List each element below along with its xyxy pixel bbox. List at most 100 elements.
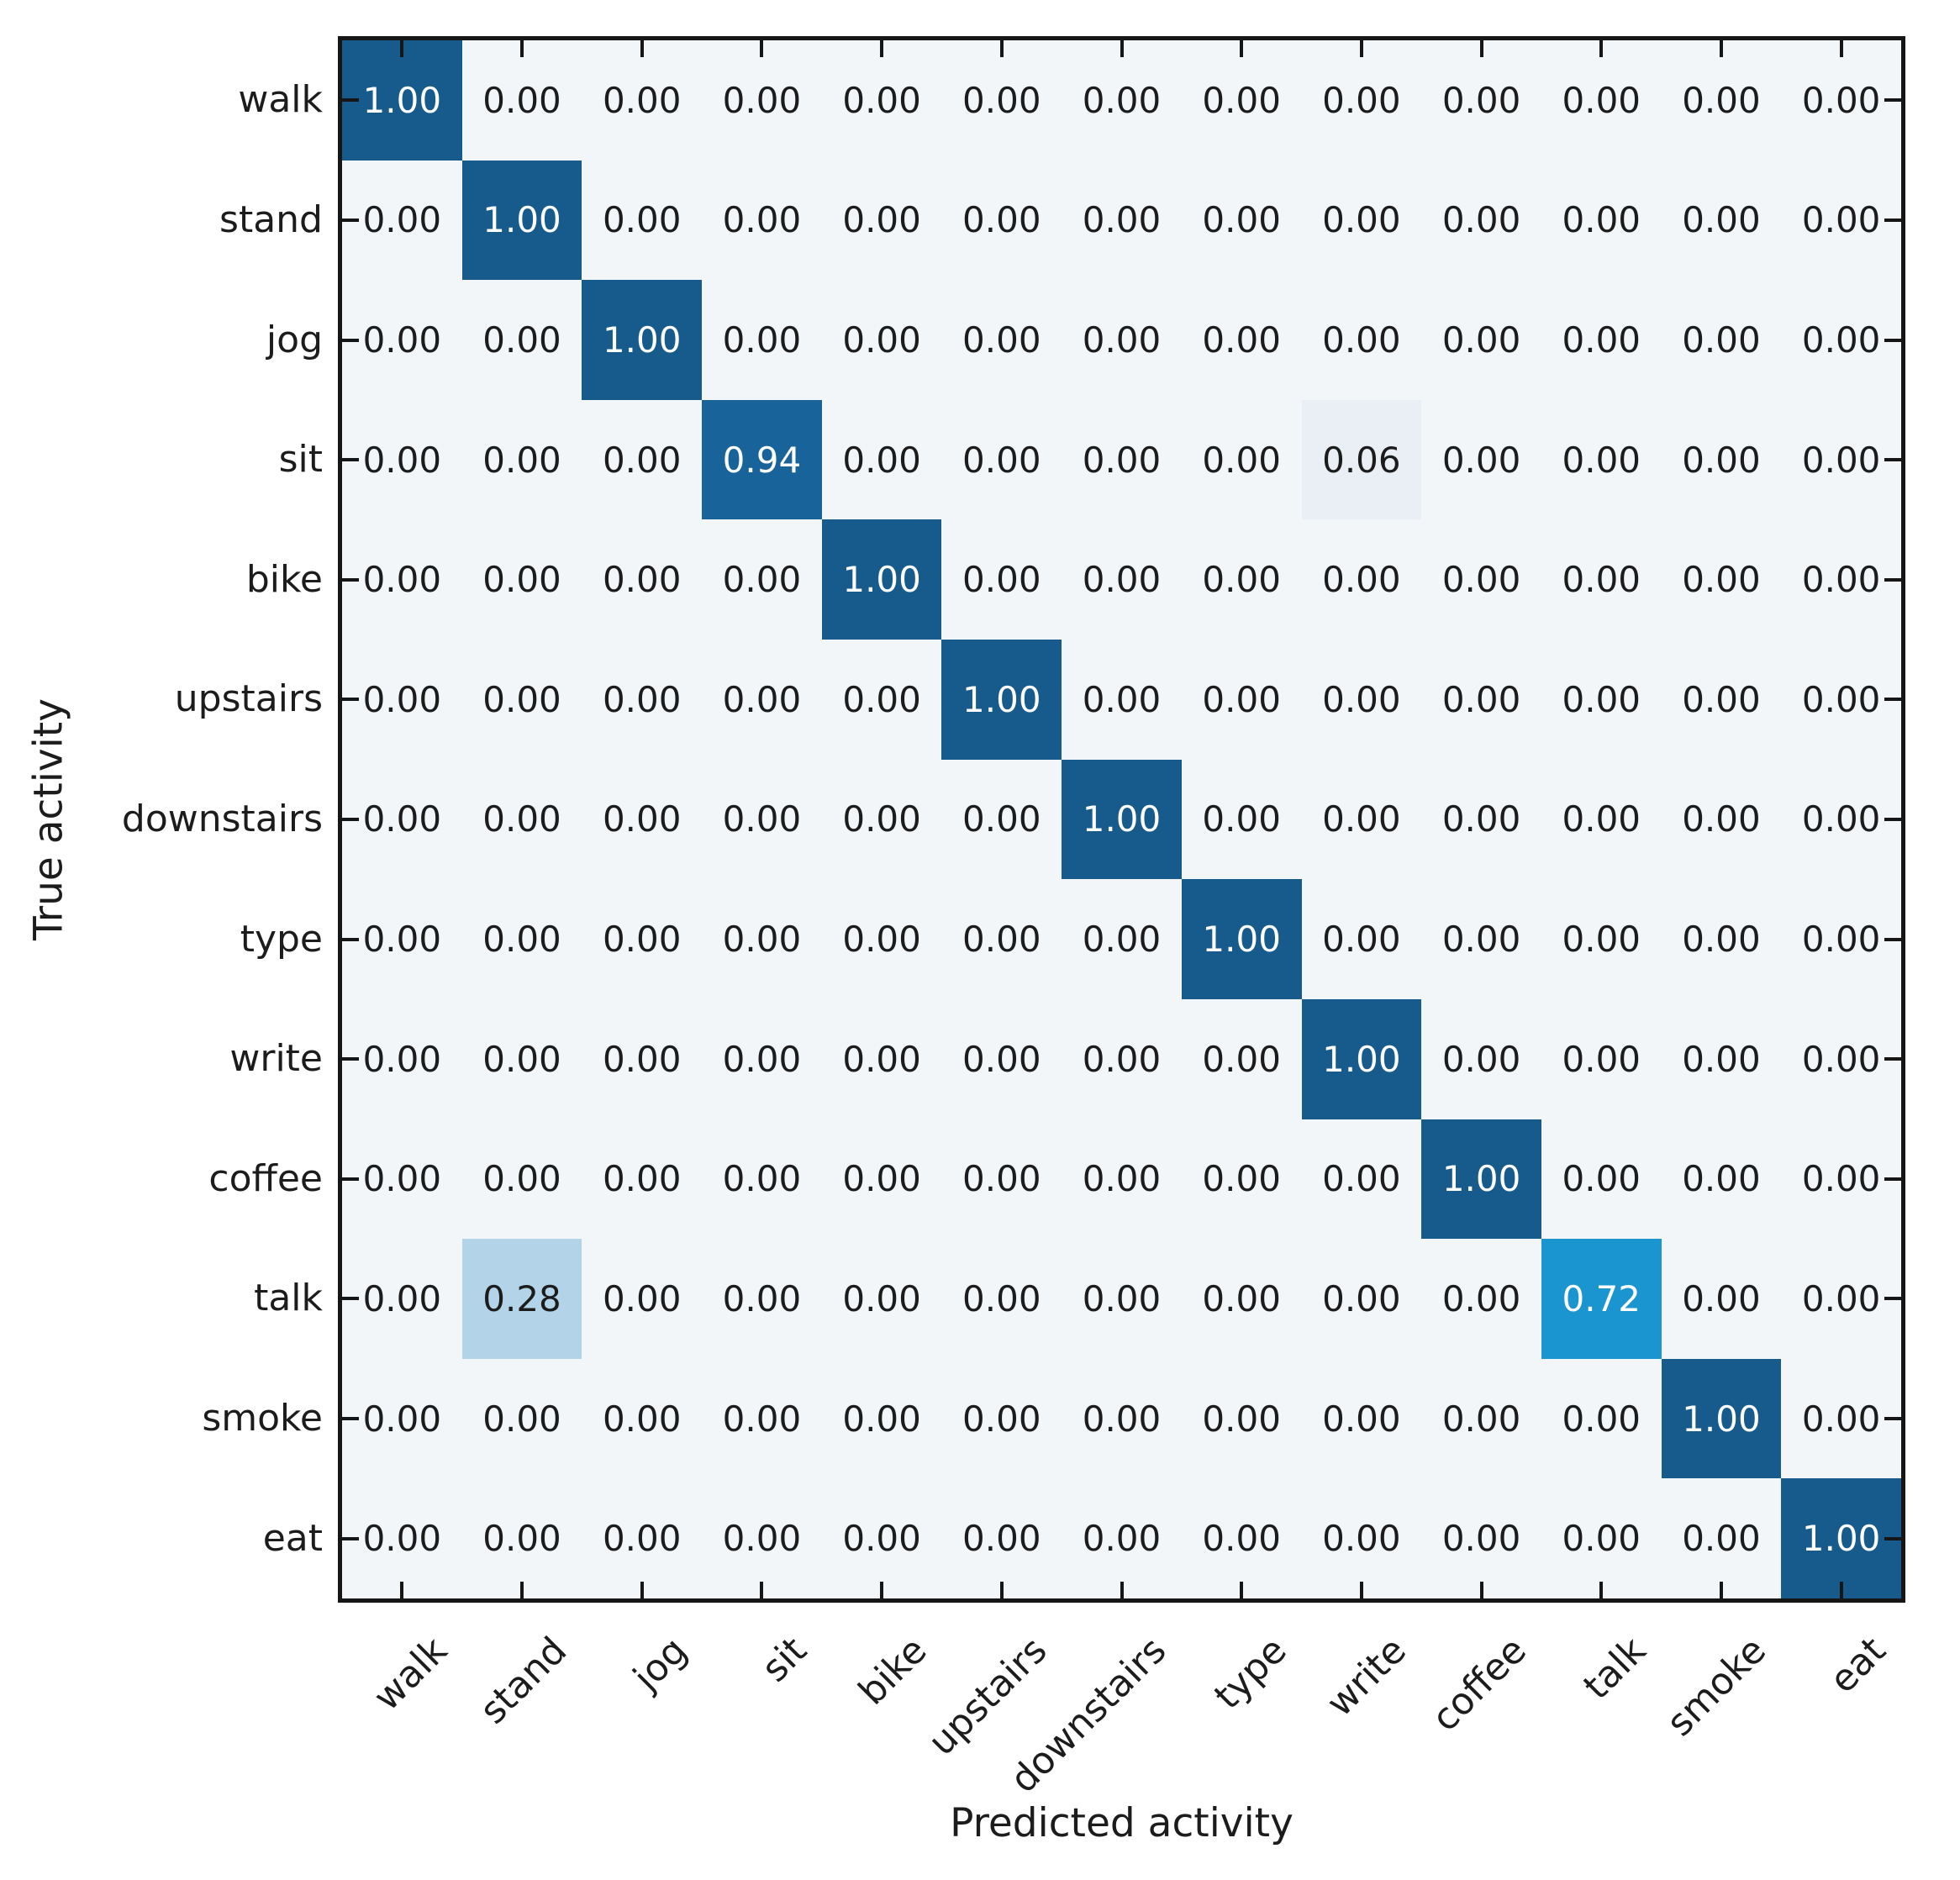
matrix-cell: 0.00	[702, 519, 822, 640]
matrix-cell: 0.00	[461, 640, 582, 760]
matrix-cell: 0.00	[1661, 1478, 1782, 1598]
matrix-cell: 0.00	[1661, 280, 1782, 400]
matrix-cell: 0.00	[1781, 1239, 1901, 1359]
matrix-cell: 0.00	[1062, 998, 1182, 1119]
x-tick-label-jog: jog	[624, 1629, 696, 1699]
y-tick-label-sit: sit	[278, 438, 323, 482]
tick-mark	[1120, 1582, 1124, 1598]
matrix-cell: 1.00	[582, 280, 703, 400]
matrix-cell: 0.00	[941, 399, 1062, 520]
matrix-cell: 0.00	[1421, 759, 1541, 880]
matrix-grid: 1.00 0.00 0.00 0.00 0.00 0.00 0.00 0.00 0.00 0.00…	[342, 40, 1901, 1598]
matrix-cell: 0.00	[1421, 1358, 1541, 1479]
x-tick-label-bike: bike	[850, 1629, 935, 1714]
tick-mark	[1884, 1297, 1901, 1301]
matrix-cell: 0.00	[582, 1119, 703, 1240]
y-tick-label-jog: jog	[266, 318, 323, 361]
matrix-cell: 0.00	[1181, 40, 1302, 161]
matrix-cell: 0.00	[582, 1478, 703, 1598]
matrix-cell: 1.00	[461, 160, 582, 281]
matrix-cell: 0.00	[702, 1119, 822, 1240]
tick-mark	[342, 338, 359, 342]
matrix-cell: 0.00	[821, 1358, 942, 1479]
tick-mark	[1884, 1417, 1901, 1421]
matrix-cell: 0.00	[1062, 1119, 1182, 1240]
matrix-cell: 0.00	[1781, 879, 1901, 999]
matrix-cell: 0.00	[821, 40, 942, 161]
tick-mark	[880, 1582, 884, 1598]
tick-mark	[342, 1177, 359, 1181]
tick-mark	[1599, 1582, 1604, 1598]
matrix-cell: 0.00	[1062, 1478, 1182, 1598]
tick-mark	[999, 1582, 1004, 1598]
matrix-cell: 0.00	[1541, 1478, 1662, 1598]
matrix-cell: 0.00	[342, 399, 462, 520]
matrix-cell: 0.00	[461, 519, 582, 640]
matrix-cell: 0.00	[1781, 640, 1901, 760]
tick-mark	[1884, 1536, 1901, 1540]
matrix-cell: 0.00	[1301, 40, 1422, 161]
tick-mark	[1884, 577, 1901, 582]
y-tick-label-eat: eat	[262, 1516, 323, 1560]
matrix-cell: 0.00	[821, 399, 942, 520]
y-tick-label-walk: walk	[238, 78, 323, 122]
x-tick-label-eat: eat	[1821, 1629, 1895, 1702]
matrix-cell: 0.00	[702, 1239, 822, 1359]
tick-mark	[1479, 1582, 1483, 1598]
tick-mark	[1884, 937, 1901, 941]
matrix-cell: 0.00	[821, 1478, 942, 1598]
matrix-cell: 0.00	[1421, 879, 1541, 999]
matrix-cell: 0.00	[342, 519, 462, 640]
matrix-cell: 0.00	[702, 1358, 822, 1479]
matrix-cell: 0.00	[1421, 640, 1541, 760]
matrix-cell: 0.00	[821, 160, 942, 281]
matrix-cell: 0.00	[1301, 1239, 1422, 1359]
matrix-cell: 0.00	[342, 1478, 462, 1598]
matrix-cell: 0.00	[1301, 1358, 1422, 1479]
matrix-cell: 0.00	[582, 640, 703, 760]
matrix-cell: 0.00	[941, 1358, 1062, 1479]
matrix-cell: 0.00	[461, 280, 582, 400]
matrix-cell: 0.00	[1062, 1358, 1182, 1479]
y-tick-label-coffee: coffee	[208, 1156, 323, 1200]
matrix-cell: 0.00	[1181, 998, 1302, 1119]
tick-mark	[1120, 40, 1124, 57]
matrix-cell: 0.00	[1661, 759, 1782, 880]
matrix-cell: 0.00	[1661, 1119, 1782, 1240]
matrix-cell: 0.00	[702, 280, 822, 400]
matrix-cell: 0.00	[582, 879, 703, 999]
matrix-cell: 0.00	[1062, 1239, 1182, 1359]
matrix-cell: 0.00	[1181, 399, 1302, 520]
matrix-cell: 0.94	[702, 399, 822, 520]
matrix-cell: 0.06	[1301, 399, 1422, 520]
matrix-cell: 0.00	[1541, 998, 1662, 1119]
matrix-cell: 0.00	[941, 280, 1062, 400]
tick-mark	[1884, 1177, 1901, 1181]
tick-mark	[1359, 40, 1363, 57]
matrix-cell: 0.00	[1062, 160, 1182, 281]
matrix-cell: 0.00	[342, 1119, 462, 1240]
matrix-cell: 0.00	[461, 399, 582, 520]
matrix-cell: 0.00	[941, 998, 1062, 1119]
matrix-cell: 0.00	[1781, 1119, 1901, 1240]
tick-mark	[1839, 1582, 1843, 1598]
matrix-cell: 0.00	[582, 1358, 703, 1479]
matrix-cell: 0.00	[582, 519, 703, 640]
matrix-cell: 0.00	[821, 280, 942, 400]
matrix-cell: 0.00	[1181, 1119, 1302, 1240]
tick-mark	[520, 1582, 524, 1598]
matrix-cell: 0.00	[1541, 280, 1662, 400]
matrix-cell: 0.00	[1781, 1358, 1901, 1479]
y-tick-label-stand: stand	[219, 197, 323, 241]
matrix-cell: 0.00	[1421, 40, 1541, 161]
matrix-cell: 0.00	[821, 998, 942, 1119]
matrix-cell: 0.00	[702, 759, 822, 880]
tick-mark	[1479, 40, 1483, 57]
tick-mark	[1240, 40, 1244, 57]
tick-mark	[342, 1057, 359, 1061]
tick-mark	[999, 40, 1004, 57]
matrix-cell: 0.00	[1301, 280, 1422, 400]
matrix-cell: 0.00	[1421, 1478, 1541, 1598]
matrix-cell: 0.00	[941, 1239, 1062, 1359]
